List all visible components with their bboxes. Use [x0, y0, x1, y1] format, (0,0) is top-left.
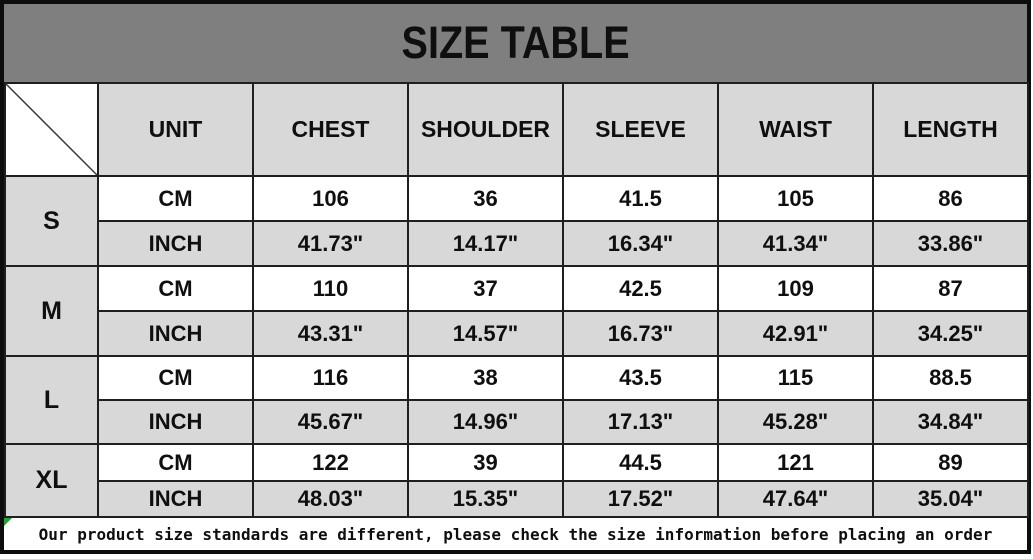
diagonal-line-icon — [6, 84, 97, 175]
cell-sleeve: 44.5 — [562, 443, 719, 482]
page-title: SIZE TABLE — [401, 17, 630, 68]
col-header-chest: CHEST — [252, 82, 409, 177]
cell-chest: 110 — [252, 265, 409, 312]
table-header-row: UNIT CHEST SHOULDER SLEEVE WAIST LENGTH — [4, 82, 1029, 177]
table-row-l-inch: INCH 45.67" 14.96" 17.13" 45.28" 34.84" — [5, 399, 1029, 445]
cell-shoulder: 14.96" — [407, 399, 564, 445]
unit-cell: INCH — [97, 220, 254, 267]
table-row-l-cm: L CM 116 38 43.5 115 88.5 — [4, 355, 1029, 445]
unit-cell: INCH — [97, 480, 254, 518]
cell-sleeve: 16.34" — [562, 220, 719, 267]
cell-sleeve: 42.5 — [562, 265, 719, 312]
cell-sleeve: 17.13" — [562, 399, 719, 445]
cell-length: 87 — [872, 265, 1029, 312]
cell-sleeve: 17.52" — [562, 480, 719, 518]
note-text: Our product size standards are different… — [38, 524, 993, 544]
size-label-xl: XL — [4, 443, 99, 518]
size-label-l: L — [4, 355, 99, 445]
table-row-s-inch: INCH 41.73" 14.17" 16.34" 41.34" 33.86" — [5, 220, 1029, 267]
cell-length: 33.86" — [872, 220, 1029, 267]
cell-waist: 115 — [717, 355, 874, 401]
col-header-unit: UNIT — [97, 82, 254, 177]
col-header-length: LENGTH — [872, 82, 1029, 177]
cell-shoulder: 15.35" — [407, 480, 564, 518]
col-header-waist: WAIST — [717, 82, 874, 177]
unit-cell: INCH — [97, 310, 254, 357]
cell-shoulder: 37 — [407, 265, 564, 312]
cell-shoulder: 39 — [407, 443, 564, 482]
cell-length: 88.5 — [872, 355, 1029, 401]
diagonal-header-cell — [4, 82, 99, 177]
cell-length: 35.04" — [872, 480, 1029, 518]
cell-shoulder: 14.57" — [407, 310, 564, 357]
note-area: Our product size standards are different… — [4, 518, 1027, 550]
cell-length: 34.84" — [872, 399, 1029, 445]
cell-waist: 121 — [717, 443, 874, 482]
cell-sleeve: 16.73" — [562, 310, 719, 357]
green-corner-mark — [4, 518, 12, 526]
unit-cell: INCH — [97, 399, 254, 445]
unit-cell: CM — [97, 265, 254, 312]
cell-chest: 48.03" — [252, 480, 409, 518]
cell-chest: 122 — [252, 443, 409, 482]
cell-waist: 41.34" — [717, 220, 874, 267]
col-header-sleeve: SLEEVE — [562, 82, 719, 177]
size-label-m: M — [4, 265, 99, 357]
cell-shoulder: 38 — [407, 355, 564, 401]
cell-length: 89 — [872, 443, 1029, 482]
cell-chest: 45.67" — [252, 399, 409, 445]
cell-chest: 41.73" — [252, 220, 409, 267]
size-label-s: S — [4, 175, 99, 267]
title-bar: SIZE TABLE — [4, 4, 1027, 82]
cell-shoulder: 14.17" — [407, 220, 564, 267]
table-row-xl-cm: XL CM 122 39 44.5 121 89 — [4, 443, 1029, 518]
unit-cell: CM — [97, 175, 254, 222]
cell-waist: 105 — [717, 175, 874, 222]
unit-cell: CM — [97, 443, 254, 482]
cell-length: 34.25" — [872, 310, 1029, 357]
cell-waist: 47.64" — [717, 480, 874, 518]
col-header-shoulder: SHOULDER — [407, 82, 564, 177]
table-row-xl-inch: INCH 48.03" 15.35" 17.52" 47.64" 35.04" — [5, 480, 1029, 518]
cell-waist: 109 — [717, 265, 874, 312]
cell-shoulder: 36 — [407, 175, 564, 222]
cell-sleeve: 41.5 — [562, 175, 719, 222]
cell-chest: 116 — [252, 355, 409, 401]
cell-chest: 43.31" — [252, 310, 409, 357]
cell-waist: 42.91" — [717, 310, 874, 357]
cell-length: 86 — [872, 175, 1029, 222]
table-row-m-cm: M CM 110 37 42.5 109 87 — [4, 265, 1029, 357]
cell-waist: 45.28" — [717, 399, 874, 445]
cell-sleeve: 43.5 — [562, 355, 719, 401]
table-row-m-inch: INCH 43.31" 14.57" 16.73" 42.91" 34.25" — [5, 310, 1029, 357]
unit-cell: CM — [97, 355, 254, 401]
cell-chest: 106 — [252, 175, 409, 222]
size-table: UNIT CHEST SHOULDER SLEEVE WAIST LENGTH … — [4, 82, 1029, 518]
table-row-s-cm: S CM 106 36 41.5 105 86 — [4, 175, 1029, 267]
